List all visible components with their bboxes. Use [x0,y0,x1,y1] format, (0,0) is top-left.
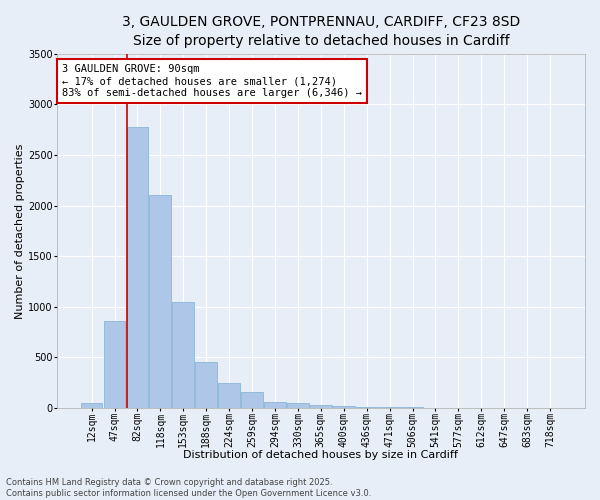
Bar [264,402,286,408]
Y-axis label: Number of detached properties: Number of detached properties [15,143,25,318]
Bar [287,402,309,408]
Bar [241,392,263,408]
Text: 3 GAULDEN GROVE: 90sqm
← 17% of detached houses are smaller (1,274)
83% of semi-: 3 GAULDEN GROVE: 90sqm ← 17% of detached… [62,64,362,98]
Bar [172,302,194,408]
Title: 3, GAULDEN GROVE, PONTPRENNAU, CARDIFF, CF23 8SD
Size of property relative to de: 3, GAULDEN GROVE, PONTPRENNAU, CARDIFF, … [122,15,520,48]
X-axis label: Distribution of detached houses by size in Cardiff: Distribution of detached houses by size … [184,450,458,460]
Bar [218,382,240,408]
Bar [196,362,217,408]
Bar [310,404,332,408]
Bar [333,406,355,408]
Bar [81,402,103,408]
Bar [149,196,171,408]
Bar [379,407,401,408]
Bar [127,127,148,408]
Bar [356,407,377,408]
Bar [104,322,125,408]
Text: Contains HM Land Registry data © Crown copyright and database right 2025.
Contai: Contains HM Land Registry data © Crown c… [6,478,371,498]
